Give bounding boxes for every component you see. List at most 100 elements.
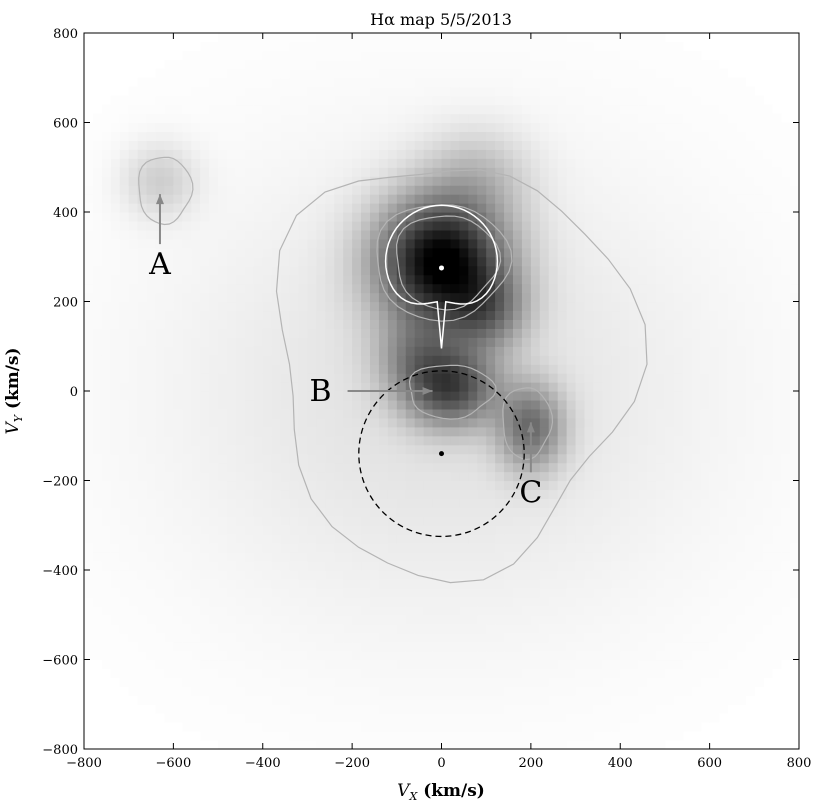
heatmap-cell (432, 453, 443, 464)
heatmap-cell (361, 516, 371, 526)
heatmap-cell (468, 140, 478, 150)
heatmap-cell (298, 220, 309, 231)
heatmap-cell (146, 435, 157, 446)
heatmap-cell (262, 328, 273, 338)
heatmap-cell (191, 203, 201, 213)
heatmap-cell (378, 310, 389, 320)
heatmap-cell (468, 534, 478, 544)
heatmap-cell (647, 632, 657, 643)
heatmap-cell (137, 364, 148, 374)
heatmap-cell (101, 310, 112, 320)
heatmap-cell (262, 623, 273, 634)
heatmap-cell (521, 605, 532, 616)
heatmap-cell (548, 668, 559, 678)
heatmap-cell (423, 578, 434, 589)
heatmap-cell (378, 543, 389, 553)
heatmap-cell (378, 408, 389, 419)
heatmap-cell (173, 516, 183, 526)
heatmap-cell (504, 95, 514, 106)
heatmap-cell (146, 247, 157, 258)
heatmap-cell (235, 158, 246, 168)
heatmap-cell (459, 229, 469, 240)
heatmap-cell (334, 686, 344, 696)
heatmap-cell (253, 543, 264, 553)
heatmap-cell (620, 462, 630, 473)
heatmap-cell (209, 480, 219, 491)
heatmap-cell (316, 131, 326, 141)
heatmap-cell (200, 391, 210, 401)
heatmap-cell (387, 131, 398, 141)
heatmap-cell (110, 408, 121, 419)
heatmap-cell (548, 641, 559, 652)
heatmap-cell (334, 382, 344, 392)
heatmap-cell (146, 677, 157, 687)
heatmap-cell (521, 256, 532, 267)
heatmap-cell (539, 301, 550, 312)
heatmap-cell (387, 149, 398, 159)
heatmap-cell (593, 614, 603, 625)
heatmap-cell (611, 704, 621, 714)
heatmap-cell (423, 695, 434, 705)
heatmap-cell (459, 131, 469, 141)
heatmap-cell (307, 668, 317, 678)
heatmap-cell (361, 41, 371, 52)
heatmap-cell (343, 704, 353, 714)
heatmap-cell (486, 552, 496, 562)
heatmap-cell (575, 722, 586, 732)
heatmap-cell (325, 238, 335, 249)
heatmap-cell (298, 641, 309, 652)
heatmap-cell (173, 140, 183, 150)
heatmap-cell (396, 328, 407, 338)
heatmap-cell (405, 489, 416, 499)
heatmap-cell (423, 426, 434, 437)
heatmap-cell (629, 301, 639, 312)
heatmap-cell (459, 265, 469, 276)
heatmap-cell (539, 247, 550, 258)
heatmap-cell (307, 713, 317, 723)
heatmap-cell (629, 641, 639, 652)
heatmap-cell (575, 570, 586, 580)
heatmap-cell (611, 471, 621, 482)
heatmap-cell (200, 596, 210, 607)
heatmap-cell (495, 552, 505, 562)
heatmap-cell (218, 489, 228, 499)
heatmap-cell (325, 104, 335, 115)
heatmap-cell (423, 462, 434, 473)
heatmap-cell (307, 731, 317, 741)
heatmap-cell (289, 167, 300, 177)
heatmap-cell (352, 292, 362, 303)
heatmap-cell (361, 220, 371, 231)
heatmap-cell (513, 623, 523, 634)
heatmap-cell (629, 355, 639, 365)
heatmap-cell (602, 176, 612, 186)
heatmap-cell (298, 417, 309, 428)
heatmap-cell (191, 632, 201, 643)
heatmap-cell (262, 256, 273, 267)
heatmap-cell (155, 552, 166, 562)
heatmap-cell (92, 194, 103, 204)
heatmap-cell (298, 41, 309, 52)
heatmap-cell (209, 274, 219, 285)
heatmap-cell (521, 265, 532, 276)
heatmap-cell (405, 149, 416, 159)
heatmap-cell (378, 722, 389, 732)
heatmap-cell (280, 176, 291, 186)
heatmap-cell (209, 373, 219, 383)
heatmap-cell (361, 498, 371, 508)
heatmap-cell (227, 426, 237, 437)
heatmap-cell (227, 220, 237, 231)
heatmap-cell (200, 587, 210, 598)
heatmap-cell (352, 283, 362, 294)
heatmap-cell (477, 364, 487, 374)
heatmap-cell (343, 265, 353, 276)
heatmap-cell (459, 408, 469, 419)
heatmap-cell (602, 435, 612, 446)
heatmap-cell (271, 677, 282, 687)
heatmap-cell (253, 578, 264, 589)
heatmap-cell (378, 641, 389, 652)
heatmap-cell (361, 713, 371, 723)
heatmap-cell (227, 319, 237, 329)
heatmap-cell (414, 59, 425, 70)
heatmap-cell (602, 614, 612, 625)
heatmap-cell (432, 373, 443, 383)
